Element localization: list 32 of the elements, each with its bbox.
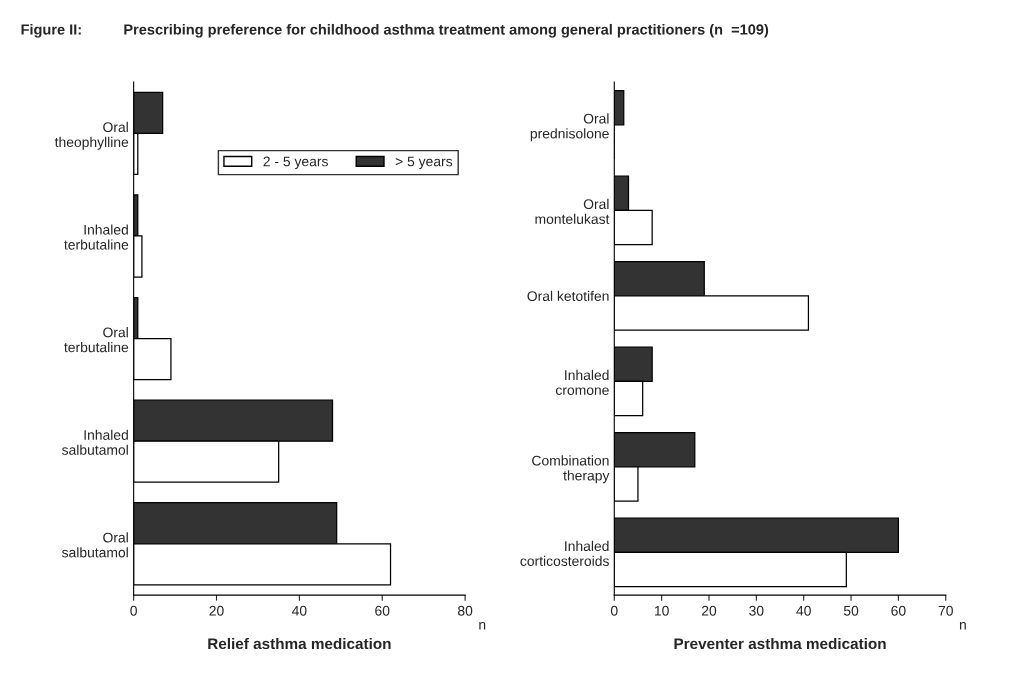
y-tick-label: Oral terbutaline [64, 327, 129, 353]
y-tick-label: Inhaled corticosteroids [520, 540, 609, 566]
x-tick-label: 80 [458, 605, 473, 616]
x-tick-label: 70 [938, 605, 953, 616]
y-tick-label: Inhaled salbutamol [62, 429, 128, 455]
y-tick-label: Combination therapy [532, 455, 610, 484]
x-tick-label: 40 [796, 605, 811, 616]
y-tick-label: Oral montelukast [535, 198, 610, 224]
y-tick-label: Oral salbutamol [62, 532, 128, 558]
y-tick-label: Inhaled terbutaline [64, 224, 129, 250]
x-tick-label: 60 [891, 605, 906, 616]
chart-title: Figure II: [21, 23, 81, 38]
x-tick-label: 60 [375, 605, 390, 616]
legend-label: 2 - 5 years [263, 156, 328, 170]
text: n [479, 621, 486, 630]
y-tick-label: Oral prednisolone [530, 113, 609, 142]
legend-label: > 5 years [395, 156, 453, 170]
x-axis-title: Relief asthma medication [208, 637, 391, 650]
x-tick-label: 20 [209, 605, 224, 616]
x-tick-label: 40 [291, 605, 307, 616]
y-tick-label: Oral ketotifen [527, 290, 609, 301]
chart-subtitle: Prescribing preference for childhood asthma treatment among general practitioners (n =109) [124, 23, 769, 38]
x-tick-label: 10 [654, 605, 669, 616]
x-tick-label: 50 [843, 605, 859, 616]
x-tick-label: 0 [610, 605, 618, 616]
x-tick-label: 0 [130, 605, 137, 616]
y-tick-label: Inhaled cromone [555, 369, 609, 395]
y-tick-label: Oral theophylline [54, 121, 129, 150]
text: n [959, 621, 966, 630]
x-tick-label: 30 [749, 605, 764, 616]
x-tick-label: 20 [701, 605, 717, 616]
x-axis-title: Preventer asthma medication [674, 637, 886, 650]
